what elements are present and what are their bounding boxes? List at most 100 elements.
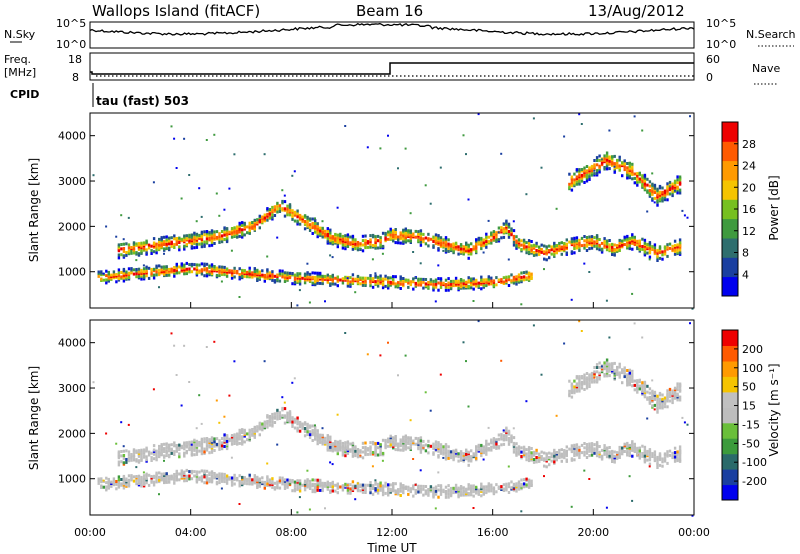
power-echo-cell bbox=[515, 239, 518, 243]
velocity-echo-cell bbox=[261, 422, 264, 426]
power-echo-cell bbox=[487, 240, 490, 244]
power-echo-cell bbox=[628, 161, 631, 165]
power-echo-cell bbox=[120, 214, 123, 217]
power-echo-cell bbox=[507, 258, 510, 261]
power-echo-cell bbox=[394, 235, 397, 239]
nave-tick-bottom: 0 bbox=[706, 71, 713, 84]
velocity-echo-cell bbox=[459, 457, 463, 461]
velocity-echo-cell bbox=[636, 384, 639, 388]
power-echo-cell bbox=[595, 234, 599, 238]
power-echo-cell bbox=[266, 255, 269, 258]
velocity-echo-cell bbox=[409, 490, 412, 494]
velocity-echo-cell bbox=[256, 425, 259, 429]
velocity-echo-cell bbox=[253, 479, 256, 483]
power-echo-cell bbox=[653, 183, 657, 187]
power-echo-cell bbox=[439, 277, 443, 281]
power-echo-cell bbox=[190, 233, 194, 237]
velocity-echo-cell bbox=[178, 455, 181, 459]
velocity-echo-cell bbox=[366, 447, 370, 451]
velocity-echo-cell bbox=[135, 475, 138, 478]
power-echo-cell bbox=[253, 270, 256, 273]
power-echo-cell bbox=[205, 230, 209, 233]
velocity-echo-cell bbox=[553, 460, 556, 464]
velocity-echo-cell bbox=[251, 478, 254, 482]
power-echo-cell bbox=[298, 282, 302, 286]
velocity-echo-cell bbox=[293, 426, 297, 430]
velocity-echo-cell bbox=[608, 450, 611, 454]
power-echo-cell bbox=[500, 152, 503, 155]
power-echo-cell bbox=[170, 244, 173, 248]
velocity-echo-cell bbox=[150, 475, 153, 478]
power-echo-cell bbox=[449, 279, 453, 283]
power-echo-cell bbox=[522, 278, 526, 282]
velocity-echo-cell bbox=[422, 484, 425, 488]
power-echo-cell bbox=[580, 123, 583, 125]
power-echo-cell bbox=[142, 270, 146, 274]
velocity-echo-cell bbox=[105, 481, 108, 485]
velocity-echo-cell bbox=[442, 488, 445, 492]
velocity-echo-cell bbox=[213, 449, 216, 452]
velocity-echo-cell bbox=[137, 477, 141, 481]
power-echo-cell bbox=[190, 262, 194, 266]
velocity-echo-cell bbox=[661, 403, 664, 407]
power-echo-cell bbox=[198, 269, 201, 273]
velocity-echo-cell bbox=[127, 450, 131, 454]
power-echo-cell bbox=[502, 230, 506, 234]
velocity-echo-cell bbox=[371, 451, 375, 454]
velocity-echo-cell bbox=[163, 454, 166, 458]
colorbar-tick-label: 200 bbox=[742, 343, 763, 356]
power-echo-cell bbox=[490, 238, 493, 242]
velocity-echo-cell bbox=[281, 396, 284, 399]
velocity-echo-cell bbox=[656, 461, 659, 465]
velocity-echo-cell bbox=[97, 481, 100, 485]
power-echo-cell bbox=[432, 282, 435, 286]
velocity-echo-cell bbox=[603, 361, 606, 365]
velocity-echo-cell bbox=[399, 448, 402, 452]
velocity-echo-cell bbox=[336, 413, 339, 416]
power-echo-cell bbox=[399, 235, 402, 239]
power-echo-cell bbox=[485, 245, 488, 249]
velocity-echo-cell bbox=[419, 443, 423, 447]
velocity-echo-cell bbox=[628, 443, 631, 447]
velocity-echo-cell bbox=[616, 371, 619, 375]
velocity-echo-cell bbox=[653, 453, 657, 457]
nave-label: Nave bbox=[752, 62, 780, 75]
velocity-echo-cell bbox=[454, 486, 458, 490]
power-echo-cell bbox=[588, 271, 591, 273]
power-echo-cell bbox=[112, 270, 116, 274]
power-echo-cell bbox=[276, 210, 279, 214]
velocity-echo-cell bbox=[492, 486, 496, 490]
power-echo-cell bbox=[361, 283, 365, 287]
velocity-echo-cell bbox=[585, 386, 589, 390]
power-echo-cell bbox=[178, 265, 181, 269]
power-echo-cell bbox=[666, 185, 669, 189]
power-echo-cell bbox=[185, 242, 188, 246]
velocity-echo-cell bbox=[663, 452, 667, 456]
velocity-echo-cell bbox=[414, 436, 417, 440]
power-echo-cell bbox=[303, 227, 307, 231]
power-echo-cell bbox=[540, 248, 543, 251]
power-echo-cell bbox=[316, 235, 319, 239]
velocity-echo-cell bbox=[643, 448, 647, 452]
power-echo-cell bbox=[439, 166, 442, 169]
velocity-echo-cell bbox=[238, 503, 241, 505]
power-echo-cell bbox=[593, 236, 596, 240]
velocity-echo-cell bbox=[626, 376, 629, 380]
power-echo-cell bbox=[585, 179, 589, 183]
power-echo-cell bbox=[190, 245, 194, 249]
power-echo-cell bbox=[477, 236, 480, 240]
power-echo-cell bbox=[616, 244, 619, 248]
power-echo-cell bbox=[253, 272, 256, 276]
power-echo-cell bbox=[147, 276, 151, 280]
velocity-echo-cell bbox=[631, 499, 634, 502]
velocity-echo-cell bbox=[268, 423, 272, 427]
power-echo-cell bbox=[676, 191, 679, 195]
velocity-echo-cell bbox=[256, 484, 259, 488]
velocity-echo-cell bbox=[248, 473, 251, 477]
velocity-echo-cell bbox=[580, 380, 584, 384]
velocity-echo-cell bbox=[152, 483, 156, 487]
power-echo-cell bbox=[397, 281, 400, 285]
power-echo-cell bbox=[485, 232, 488, 236]
power-echo-cell bbox=[457, 279, 460, 283]
